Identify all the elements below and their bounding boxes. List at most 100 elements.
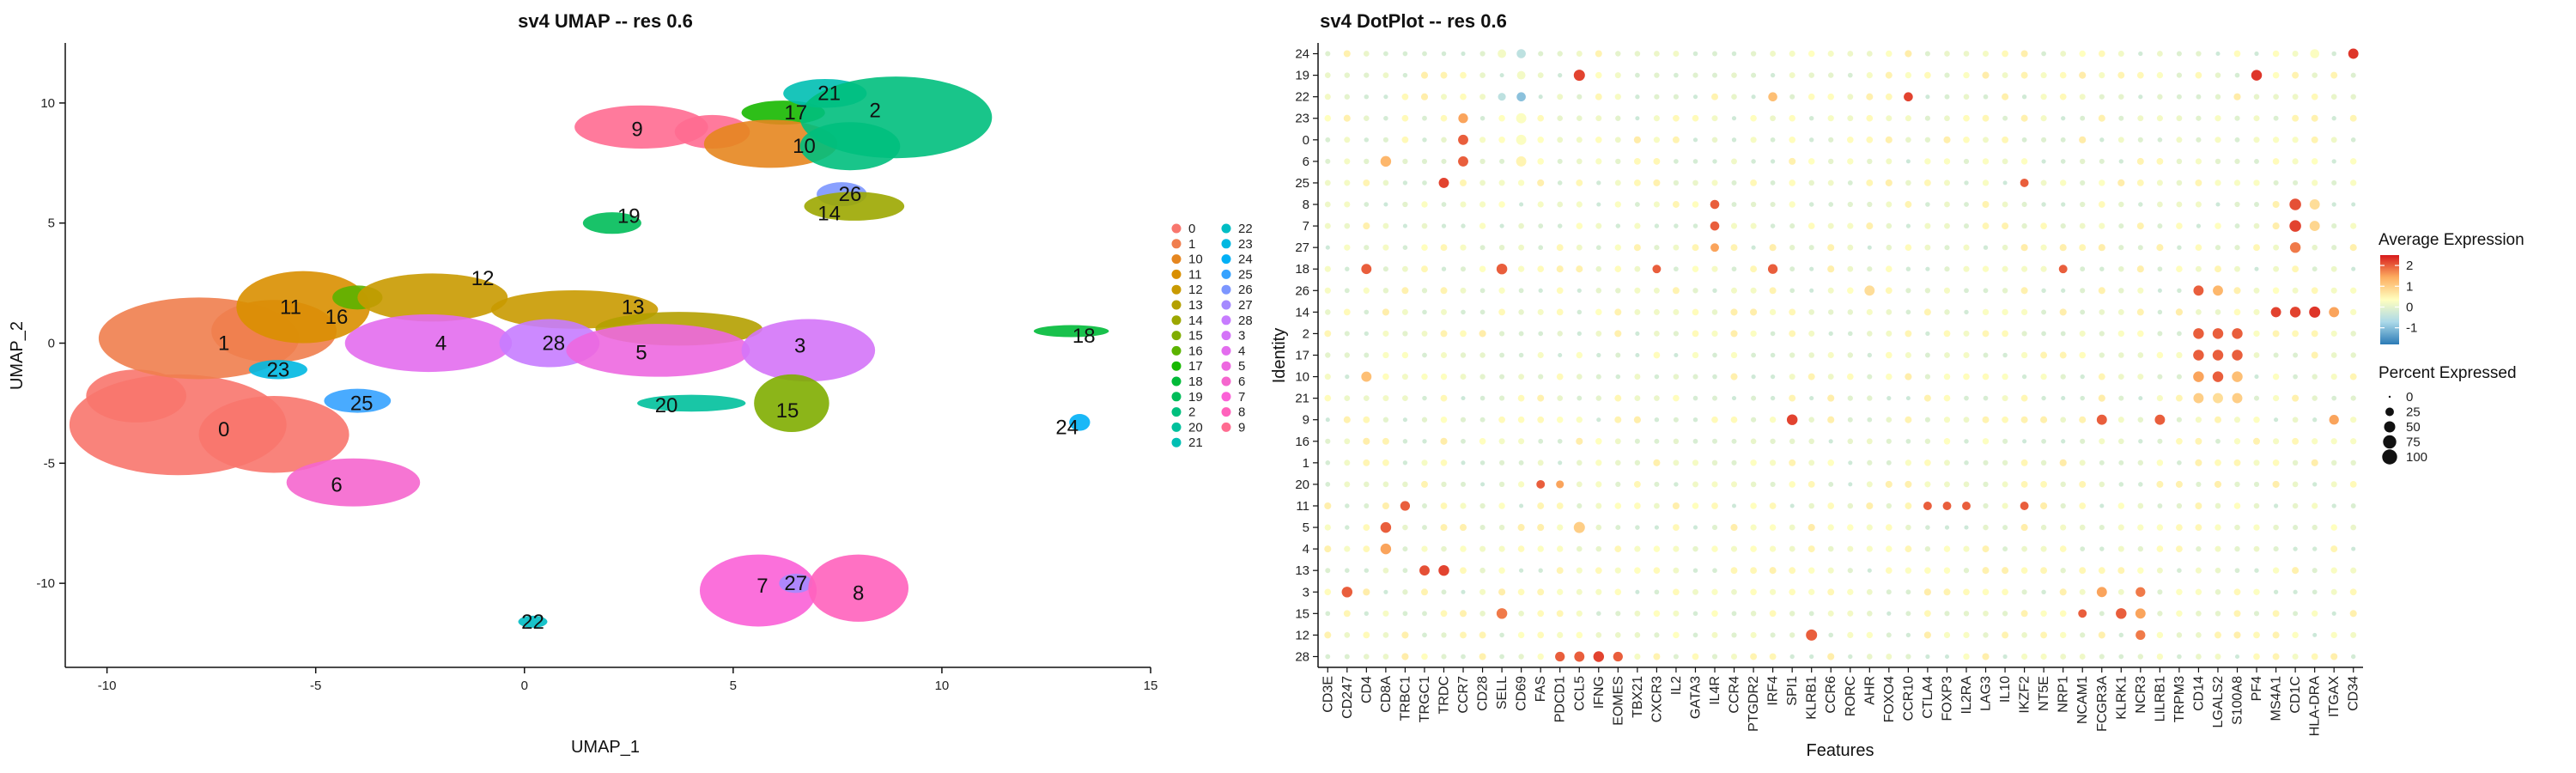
dot-3-CD3E bbox=[1324, 588, 1332, 596]
dotplot-feature-label: HLA-DRA bbox=[2308, 676, 2323, 737]
cluster-23-blob bbox=[248, 360, 307, 380]
cluster-label-4: 4 bbox=[435, 332, 447, 356]
dot-11-IL10 bbox=[2002, 502, 2008, 509]
dot-4-CD247 bbox=[1344, 545, 1351, 552]
dot-16-CCR6 bbox=[1828, 439, 1833, 444]
dot-26-CCR10 bbox=[1905, 288, 1911, 294]
umap-legend-label: 3 bbox=[1238, 329, 1245, 344]
dot-19-KLRK1 bbox=[2117, 71, 2125, 79]
dot-0-TRPM3 bbox=[2176, 137, 2183, 143]
dot-24-FAS bbox=[1538, 51, 1544, 57]
dot-10-KLRB1 bbox=[1807, 373, 1815, 380]
dot-10-IL2RA bbox=[1963, 373, 1970, 380]
dot-13-IRF4 bbox=[1769, 567, 1777, 575]
dot-8-AHR bbox=[1867, 201, 1873, 208]
dot-15-SPI1 bbox=[1789, 611, 1795, 617]
dot-7-CD4 bbox=[1363, 222, 1370, 230]
dot-11-FCGR3A bbox=[2099, 503, 2105, 508]
colorbar-tick-label: -1 bbox=[2406, 321, 2417, 336]
dot-17-IFNG bbox=[1596, 352, 1601, 358]
dot-19-FCGR3A bbox=[2099, 72, 2105, 79]
dot-6-ITGAX bbox=[2331, 159, 2336, 164]
dot-1-CD1C bbox=[2292, 460, 2299, 466]
dot-0-LAG3 bbox=[1983, 137, 1989, 143]
dot-27-ITGAX bbox=[2331, 245, 2337, 251]
dot-6-FAS bbox=[1537, 158, 1544, 165]
dot-26-LAG3 bbox=[1983, 288, 1989, 294]
dot-2-SPI1 bbox=[1789, 330, 1796, 338]
dot-19-CCR6 bbox=[1827, 72, 1834, 78]
dot-20-FOXO4 bbox=[1885, 480, 1893, 488]
dot-20-CD34 bbox=[2349, 481, 2357, 488]
dot-2-CCR6 bbox=[1828, 331, 1833, 337]
dot-27-FOXP3 bbox=[1944, 245, 1950, 251]
cluster-label-3: 3 bbox=[794, 334, 805, 357]
dot-25-FOXO4 bbox=[1885, 179, 1893, 186]
dot-17-TBX21 bbox=[1635, 352, 1640, 358]
dot-26-CCR7 bbox=[1460, 287, 1467, 294]
dot-27-TRGC1 bbox=[1421, 244, 1428, 251]
dot-27-RORC bbox=[1847, 244, 1854, 251]
dot-16-CD69 bbox=[1518, 438, 1525, 445]
dot-7-CTLA4 bbox=[1924, 222, 1931, 229]
dot-9-GATA3 bbox=[1692, 417, 1698, 423]
dot-0-S100A8 bbox=[2234, 137, 2240, 143]
dotplot-feature-label: IFNG bbox=[1592, 676, 1607, 709]
dot-12-FOXP3 bbox=[1943, 631, 1951, 639]
dot-13-CD28 bbox=[1479, 567, 1485, 574]
dot-21-MS4A1 bbox=[2272, 394, 2280, 402]
dot-2-NRP1 bbox=[2060, 331, 2066, 337]
dot-23-CD1C bbox=[2292, 114, 2300, 122]
dot-7-IFNG bbox=[1595, 222, 1602, 229]
dot-21-NT5E bbox=[2041, 395, 2046, 401]
dot-25-MS4A1 bbox=[2273, 180, 2279, 186]
dot-22-IRF4 bbox=[1768, 92, 1777, 102]
dot-14-RORC bbox=[1847, 309, 1854, 315]
umap-legend-label: 4 bbox=[1238, 344, 1245, 358]
umap-legend-item: 10 bbox=[1171, 253, 1203, 267]
dot-13-SPI1 bbox=[1789, 567, 1796, 575]
dot-25-IRF4 bbox=[1770, 180, 1776, 186]
dot-19-EOMES bbox=[1614, 72, 1621, 79]
dot-4-NCAM1 bbox=[2080, 546, 2086, 551]
umap-legend-item: 24 bbox=[1221, 253, 1253, 267]
dot-20-CD4 bbox=[1364, 481, 1370, 488]
dot-17-ITGAX bbox=[2330, 352, 2337, 358]
dot-14-LAG3 bbox=[1982, 308, 1990, 316]
dot-25-ITGAX bbox=[2331, 180, 2337, 186]
cluster-4-blob bbox=[344, 313, 513, 373]
dot-17-NRP1 bbox=[2059, 351, 2067, 359]
dot-11-NCR3 bbox=[2137, 502, 2144, 509]
umap-legend-swatch bbox=[1171, 422, 1182, 432]
dot-27-IRF4 bbox=[1769, 244, 1777, 252]
dot-1-LILRB1 bbox=[2156, 460, 2164, 466]
dot-0-IL10 bbox=[2002, 136, 2009, 143]
dot-9-IKZF2 bbox=[2020, 416, 2028, 423]
dot-20-CCR6 bbox=[1828, 481, 1834, 487]
cluster-5-blob bbox=[566, 324, 750, 377]
cluster-label-25: 25 bbox=[350, 392, 374, 415]
umap-legend-swatch bbox=[1171, 269, 1182, 279]
dot-21-CCR10 bbox=[1905, 396, 1911, 401]
dotplot-title: sv4 DotPlot -- res 0.6 bbox=[1320, 10, 1507, 32]
dot-17-TRBC1 bbox=[1401, 351, 1409, 359]
dot-3-TRDC bbox=[1441, 589, 1447, 595]
dot-8-CXCR3 bbox=[1653, 201, 1660, 208]
dot-3-NT5E bbox=[2041, 589, 2046, 595]
dot-23-SPI1 bbox=[1789, 114, 1795, 122]
dot-28-FAS bbox=[1537, 653, 1544, 660]
dot-9-CTLA4 bbox=[1924, 417, 1930, 423]
dot-8-RORC bbox=[1847, 201, 1853, 208]
dot-3-CCR10 bbox=[1905, 589, 1911, 595]
dot-23-TBX21 bbox=[1635, 116, 1640, 121]
dot-27-FAS bbox=[1538, 245, 1544, 251]
dot-11-TRBC1 bbox=[1400, 501, 1411, 511]
dot-23-PF4 bbox=[2253, 115, 2260, 122]
dot-13-CCL5 bbox=[1576, 567, 1583, 574]
dot-20-LILRB1 bbox=[2156, 480, 2164, 488]
dot-13-NT5E bbox=[2040, 567, 2048, 575]
dot-10-ITGAX bbox=[2330, 374, 2337, 380]
dot-14-FOXP3 bbox=[1944, 309, 1950, 315]
dot-10-HLA-DRA bbox=[2312, 374, 2318, 380]
